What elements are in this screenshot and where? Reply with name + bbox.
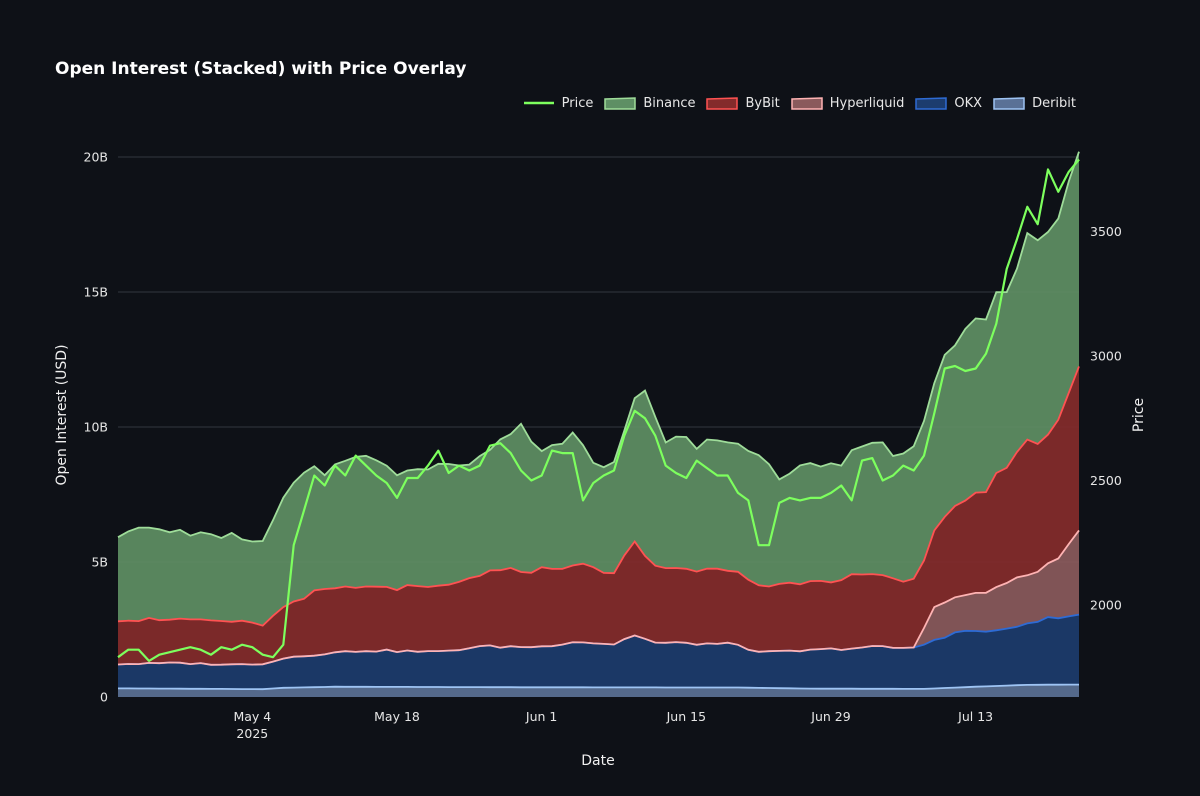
area-binance bbox=[118, 151, 1079, 626]
legend-label: OKX bbox=[954, 95, 983, 111]
area-edge-bybit bbox=[117, 366, 1080, 627]
y2-tick-label: 2000 bbox=[1090, 597, 1122, 612]
area-edge-deribit bbox=[118, 683, 1079, 691]
legend-label: ByBit bbox=[745, 95, 780, 111]
price-line bbox=[117, 158, 1080, 662]
y-tick-label: 0 bbox=[100, 690, 108, 705]
area-bybit bbox=[118, 366, 1079, 665]
y2-axis-label: Price bbox=[1131, 398, 1147, 432]
y2-tick-label: 3500 bbox=[1090, 224, 1122, 239]
price-overlay bbox=[117, 158, 1080, 662]
x-tick-label: May 18 bbox=[374, 709, 420, 724]
legend-item-hyperliquid[interactable]: Hyperliquid bbox=[790, 95, 905, 111]
y-tick-label: 5B bbox=[91, 555, 108, 570]
legend-item-deribit[interactable]: Deribit bbox=[992, 95, 1076, 111]
x-tick-label: Jun 15 bbox=[666, 709, 706, 724]
legend-swatch-price bbox=[523, 101, 554, 105]
legend-item-price[interactable]: Price bbox=[522, 95, 594, 111]
legend-item-bybit[interactable]: ByBit bbox=[705, 95, 780, 111]
area-edge-hyperliquid bbox=[117, 529, 1080, 666]
x-tick-label: Jul 13 bbox=[957, 709, 993, 724]
x-tick-label: Jun 1 bbox=[525, 709, 557, 724]
legend-swatch-bybit bbox=[706, 97, 739, 110]
legend-label: Deribit bbox=[1032, 95, 1076, 111]
y-tick-label: 15B bbox=[84, 285, 108, 300]
legend-swatch-okx bbox=[915, 97, 948, 110]
x-tick-sublabel: 2025 bbox=[236, 726, 268, 741]
y2-tick-label: 3000 bbox=[1090, 349, 1122, 364]
x-tick-label: May 4 bbox=[233, 709, 271, 724]
y-axis-ticks: 0 5B 10B 15B 20B bbox=[84, 150, 109, 705]
y-axis-label: Open Interest (USD) bbox=[54, 344, 70, 485]
stacked-areas bbox=[118, 151, 1079, 697]
y-tick-label: 20B bbox=[84, 150, 108, 165]
legend-label: Price bbox=[561, 95, 594, 111]
x-tick-label: Jun 29 bbox=[810, 709, 850, 724]
legend-swatch-hyperliquid bbox=[790, 97, 823, 110]
area-edges bbox=[117, 151, 1080, 691]
x-axis-ticks: May 4 2025 May 18 Jun 1 Jun 15 Jun 29 Jul 13 bbox=[233, 709, 993, 741]
legend-swatch-deribit bbox=[993, 97, 1025, 110]
chart-legend: Price Binance ByBit Hyperliquid OKX Deribit bbox=[522, 95, 1076, 111]
legend-swatch-binance bbox=[604, 97, 637, 110]
legend-label: Hyperliquid bbox=[829, 95, 905, 111]
area-edge-binance bbox=[117, 151, 1080, 543]
x-axis-label: Date bbox=[581, 753, 614, 769]
chart-title: Open Interest (Stacked) with Price Overl… bbox=[55, 59, 467, 79]
area-okx bbox=[118, 614, 1079, 690]
legend-item-okx[interactable]: OKX bbox=[914, 95, 982, 111]
legend-item-binance[interactable]: Binance bbox=[603, 95, 695, 111]
y-tick-label: 10B bbox=[84, 420, 108, 435]
legend-label: Binance bbox=[643, 95, 696, 111]
y2-axis-ticks: 2000 2500 3000 3500 bbox=[1090, 224, 1122, 612]
y2-tick-label: 2500 bbox=[1090, 473, 1122, 488]
